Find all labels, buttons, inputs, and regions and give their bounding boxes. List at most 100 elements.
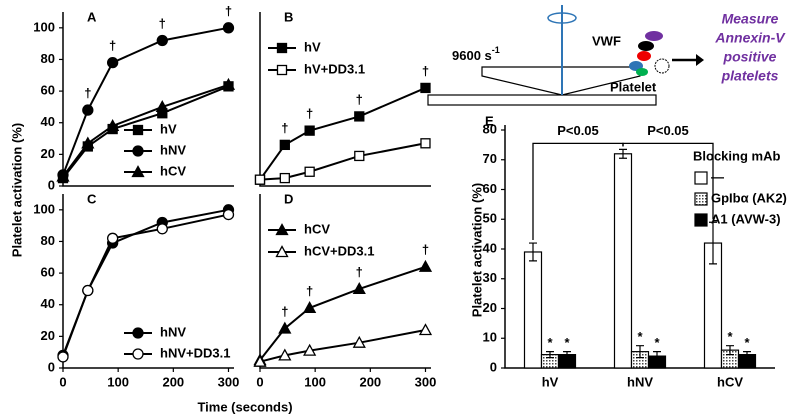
marker (106, 56, 119, 69)
marker (354, 111, 365, 122)
legend-swatch (694, 213, 708, 227)
shear-rate: 9600 s-1 (452, 45, 500, 63)
diagram: 9600 s-1 VWF Platelet Measure Annexin-V … (427, 5, 786, 106)
y-tick-label: 30 (483, 270, 497, 285)
marker (418, 323, 433, 336)
y-axis-label: Platelet activation (%) (469, 183, 484, 317)
annotation: † (281, 120, 288, 135)
vwf-blob (637, 51, 651, 61)
comparison-label: P<0.05 (557, 123, 599, 138)
marker (279, 172, 290, 184)
legend-marker (132, 348, 144, 360)
significance-marker: * (654, 335, 660, 350)
significance-marker: * (744, 335, 750, 350)
marker (420, 82, 431, 94)
bracket (532, 142, 624, 241)
series-line (62, 26, 229, 176)
marker (420, 138, 431, 149)
y-axis-label: Platelet activation (%) (9, 123, 24, 257)
legend-label: hCV+DD3.1 (304, 243, 374, 258)
marker (254, 174, 266, 185)
marker (304, 166, 315, 177)
legend-label: hNV (160, 324, 186, 339)
y-tick-label: 60 (41, 265, 55, 280)
marker (155, 100, 169, 113)
annotation: † (422, 242, 429, 257)
error-bar (743, 351, 751, 359)
legend-swatch (694, 192, 708, 206)
annotation: † (356, 264, 363, 279)
vwf-blob (645, 31, 663, 41)
x-tick-label: hCV (717, 374, 743, 389)
annotation: † (306, 283, 313, 298)
marker (352, 335, 366, 348)
error-bar (726, 345, 734, 356)
bar (523, 251, 543, 369)
platelet (654, 58, 670, 74)
legend-label: hNV+DD3.1 (160, 345, 230, 360)
annotation: † (281, 304, 288, 319)
y-tick-label: 20 (41, 146, 55, 161)
marker (303, 301, 317, 314)
platelet-label: Platelet (610, 79, 657, 94)
y-tick-label: 100 (33, 201, 55, 216)
vwf-blob (636, 68, 648, 76)
marker (418, 259, 433, 272)
marker (82, 104, 94, 116)
marker (156, 223, 168, 235)
vwf-label: VWF (592, 33, 621, 48)
y-tick-label: 80 (41, 51, 55, 66)
y-tick-label: 50 (483, 211, 497, 226)
legend-label: — (711, 169, 724, 184)
y-tick-label: 20 (41, 328, 55, 343)
marker (222, 208, 235, 221)
annotation: † (225, 3, 232, 18)
annotation: † (109, 38, 116, 53)
plate (427, 94, 657, 106)
y-tick-label: 40 (483, 240, 497, 255)
legend-marker (131, 165, 145, 178)
annotation: † (84, 86, 91, 101)
x-tick-label: hV (542, 374, 559, 389)
marker (106, 119, 120, 132)
significance-marker: * (727, 329, 733, 344)
marker (221, 77, 236, 90)
significance-marker: * (564, 335, 570, 350)
legend-marker (276, 64, 288, 76)
panel-label: B (284, 9, 293, 24)
panel-label: A (87, 9, 97, 24)
y-tick-label: 40 (41, 114, 55, 129)
legend-marker (132, 145, 144, 157)
bracket (622, 142, 714, 220)
annotation: † (159, 16, 166, 31)
y-tick-label: 80 (483, 121, 497, 136)
marker (81, 136, 95, 149)
x-tick-label: 300 (218, 374, 240, 389)
significance-marker: * (547, 335, 553, 350)
y-tick-label: 10 (483, 330, 497, 345)
comparison-label: P<0.05 (647, 123, 689, 138)
legend-title: Blocking mAb (693, 148, 780, 163)
x-tick-label: 200 (162, 374, 184, 389)
error-bar (546, 351, 554, 359)
marker (253, 354, 267, 367)
axes (62, 194, 234, 369)
y-tick-label: 0 (490, 359, 497, 374)
x-tick-label: 0 (59, 374, 66, 389)
legend-label: hV (304, 39, 321, 54)
x-tick-label: 0 (256, 374, 263, 389)
measure-text: positive (723, 49, 777, 65)
measure-text: platelets (721, 68, 779, 84)
marker (352, 282, 366, 295)
legend-swatch (694, 171, 708, 185)
annotation: † (356, 92, 363, 107)
bar (613, 153, 633, 369)
y-tick-label: 0 (48, 177, 55, 192)
annotation: † (306, 106, 313, 121)
x-tick-label: hNV (627, 374, 653, 389)
error-bar (653, 351, 661, 362)
marker (278, 321, 292, 334)
marker (303, 343, 317, 356)
legend-marker (275, 223, 289, 236)
rotation (547, 12, 577, 24)
